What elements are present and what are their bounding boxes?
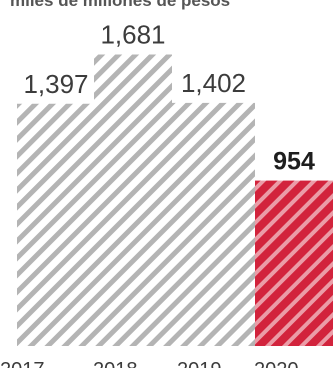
bar-2018 xyxy=(94,54,172,347)
bar-2019 xyxy=(172,102,255,346)
bars-layer xyxy=(17,54,333,347)
x-tick-2019: 2019 xyxy=(177,359,222,368)
value-label-2018: 1,681 xyxy=(100,20,165,50)
x-axis-ticks: 2017 2018 2019 2020 xyxy=(0,359,299,368)
value-label-2019: 1,402 xyxy=(181,68,246,98)
value-label-2020: 954 xyxy=(273,148,315,176)
x-tick-2020: 2020 xyxy=(254,359,299,368)
bar-2017 xyxy=(17,103,95,347)
chart-subtitle: miles de millones de pesos xyxy=(10,0,231,10)
x-tick-2018: 2018 xyxy=(93,359,138,368)
labels-layer: 1,397 1,681 1,402 954 xyxy=(23,20,314,176)
bar-2020 xyxy=(255,180,333,346)
value-label-2017: 1,397 xyxy=(23,69,88,99)
x-tick-2017: 2017 xyxy=(0,359,45,368)
